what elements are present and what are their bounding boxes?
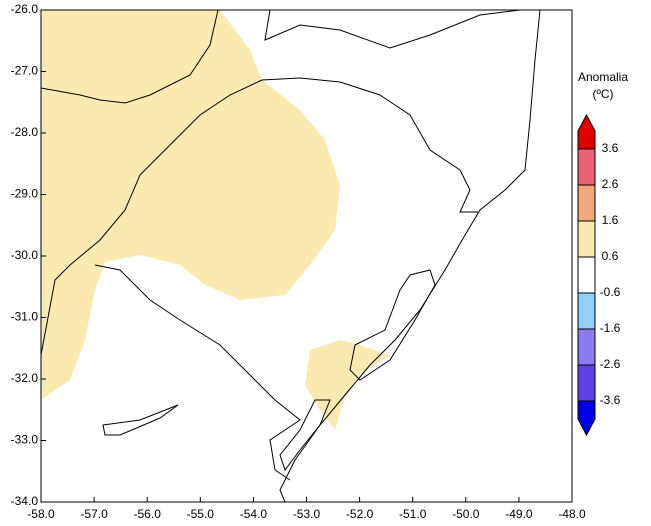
colorbar-label: -0.6: [600, 285, 621, 299]
coastline: [279, 9, 541, 503]
border: [40, 79, 263, 356]
colorbar-segment: [577, 364, 596, 402]
colorbar-segment: [577, 328, 596, 366]
reservoir: [102, 404, 179, 436]
x-tick-label: -52.0: [346, 507, 374, 521]
warm-region: [41, 10, 340, 400]
y-tick-label: -32.0: [11, 371, 39, 385]
x-tick-label: -49.0: [505, 507, 533, 521]
border: [94, 264, 301, 481]
x-tick-label: -55.0: [187, 507, 215, 521]
colorbar-segment: [577, 184, 596, 222]
y-tick-label: -27.0: [11, 64, 39, 78]
x-tick-label: -54.0: [240, 507, 268, 521]
warm-region: [305, 340, 390, 430]
border: [40, 9, 219, 104]
colorbar-segment: [577, 220, 596, 258]
colorbar-extension: [577, 400, 596, 437]
border: [261, 77, 478, 213]
x-tick-label: -58.0: [27, 507, 55, 521]
anomaly-fill: [41, 10, 390, 430]
x-tick-label: -48.0: [558, 507, 586, 521]
colorbar-segment: [577, 148, 596, 186]
x-tick-label: -51.0: [399, 507, 427, 521]
y-tick-label: -31.0: [11, 310, 39, 324]
lagoon: [279, 399, 331, 472]
geography: [40, 9, 541, 503]
colorbar-label: 0.6: [602, 249, 619, 263]
colorbar-extension: [577, 113, 596, 150]
y-tick-label: -29.0: [11, 187, 39, 201]
colorbar-label: 2.6: [602, 177, 619, 191]
x-tick-label: -57.0: [80, 507, 108, 521]
y-tick-label: -26.0: [11, 2, 39, 16]
x-tick-label: -56.0: [134, 507, 162, 521]
y-tick-label: -30.0: [11, 248, 39, 262]
colorbar-label: -1.6: [600, 321, 621, 335]
legend-title: (ºC): [592, 87, 613, 101]
x-tick-label: -53.0: [293, 507, 321, 521]
colorbar-label: -2.6: [600, 357, 621, 371]
colorbar-label: -3.6: [600, 393, 621, 407]
legend-title: Anomalia: [578, 70, 628, 84]
x-tick-label: -50.0: [452, 507, 480, 521]
colorbar-label: 3.6: [602, 141, 619, 155]
colorbar-segment: [577, 292, 596, 330]
border: [264, 9, 521, 49]
colorbar-segment: [577, 256, 596, 294]
y-tick-label: -33.0: [11, 433, 39, 447]
lagoon: [349, 269, 436, 381]
y-tick-label: -34.0: [11, 494, 39, 508]
y-tick-label: -28.0: [11, 125, 39, 139]
colorbar-label: 1.6: [602, 213, 619, 227]
